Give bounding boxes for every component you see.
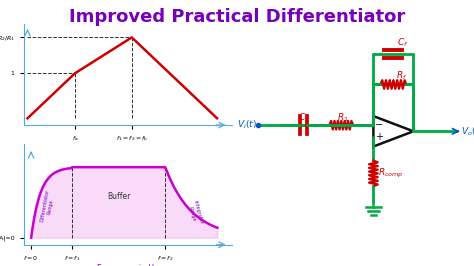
Text: $V_i(t)$: $V_i(t)$ xyxy=(237,119,257,131)
X-axis label: Frequency in Hz: Frequency in Hz xyxy=(97,144,159,153)
Text: Buffer: Buffer xyxy=(107,192,130,201)
Text: $R_1$: $R_1$ xyxy=(337,111,349,124)
Text: Improved Practical Differentiator: Improved Practical Differentiator xyxy=(69,8,405,26)
X-axis label: Frequency in Hz: Frequency in Hz xyxy=(97,264,159,266)
Text: $V_o(t)$: $V_o(t)$ xyxy=(461,125,474,138)
Text: +: + xyxy=(374,132,383,142)
Text: $R_{comp}$: $R_{comp}$ xyxy=(378,167,403,180)
Text: −: − xyxy=(374,120,383,130)
Text: Differentiator
Range: Differentiator Range xyxy=(40,189,56,223)
Text: Integrator
Range: Integrator Range xyxy=(187,200,203,226)
Text: $C_f$: $C_f$ xyxy=(397,37,408,49)
Text: $C_1$: $C_1$ xyxy=(298,111,310,124)
Text: $R_f$: $R_f$ xyxy=(396,70,407,82)
